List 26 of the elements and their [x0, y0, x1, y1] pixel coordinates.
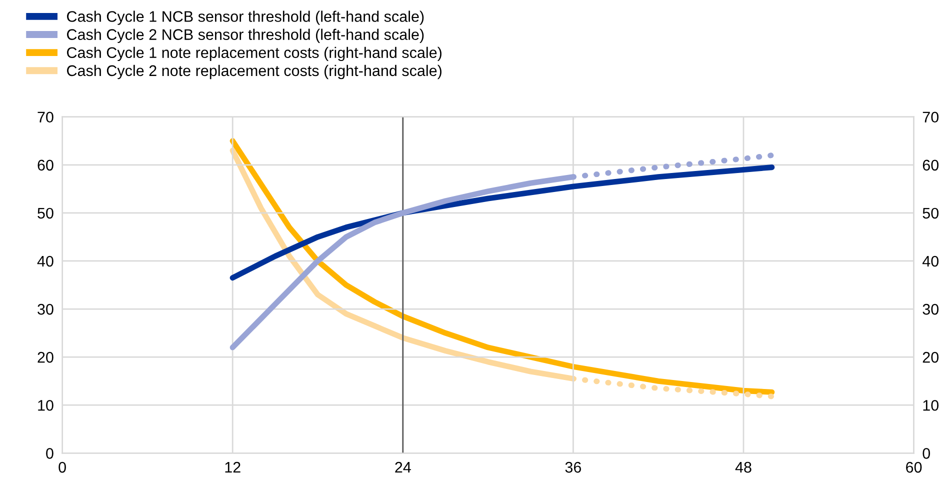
x-tick-label: 48	[735, 462, 752, 473]
y-tick-label: 70	[38, 112, 54, 123]
x-tick-label: 24	[395, 462, 411, 473]
y-tick-label: 30	[38, 304, 54, 315]
y2-tick-label: 60	[922, 160, 939, 171]
x-tick-label: 36	[565, 462, 582, 473]
y-tick-label: 60	[38, 160, 54, 171]
y-tick-label: 0	[46, 448, 54, 459]
legend-label: Cash Cycle 2 NCB sensor threshold (left-hand scale)	[67, 28, 424, 43]
y2-tick-label: 10	[923, 400, 939, 411]
x-tick-label: 60	[906, 462, 922, 473]
y2-tick-label: 30	[922, 304, 939, 315]
y2-tick-label: 0	[922, 448, 930, 459]
x-tick-label: 0	[58, 462, 66, 473]
y-tick-label: 10	[38, 400, 54, 411]
y2-tick-label: 40	[922, 256, 939, 267]
y2-tick-label: 70	[922, 112, 939, 123]
y2-tick-label: 50	[922, 208, 939, 219]
y-tick-label: 50	[38, 208, 54, 219]
y-tick-label: 40	[37, 256, 54, 267]
x-tick-label: 12	[225, 462, 240, 473]
y2-tick-label: 20	[922, 352, 939, 363]
legend-label: Cash Cycle 2 note replacement costs (right-hand scale)	[67, 64, 442, 80]
legend-label: Cash Cycle 1 note replacement costs (right-hand scale)	[67, 46, 442, 62]
legend-label: Cash Cycle 1 NCB sensor threshold (left-hand scale)	[67, 10, 424, 25]
y-tick-label: 20	[38, 352, 54, 363]
